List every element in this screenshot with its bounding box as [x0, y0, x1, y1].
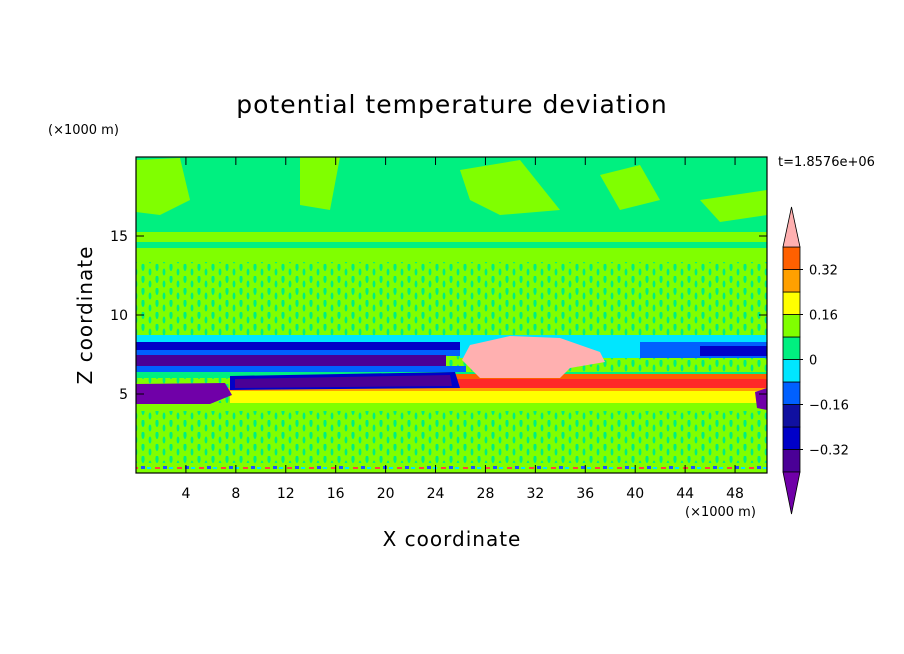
x-tick-label: 16 [327, 486, 345, 502]
colorbar-segment [782, 359, 801, 383]
annotation: t=1.8576e+06 [778, 155, 875, 170]
x-tick-label: 40 [626, 486, 644, 502]
colorbar-segment [782, 426, 801, 450]
x-tick-label: 24 [427, 486, 445, 502]
x-tick-label: 20 [377, 486, 395, 502]
colorbar-under [782, 471, 801, 515]
x-tick-label: 4 [181, 486, 190, 502]
x-tick-label: 12 [277, 486, 295, 502]
contour-field [136, 157, 767, 473]
colorbar-segment [782, 449, 801, 473]
chart-title: potential temperature deviation [236, 90, 667, 119]
colorbar-segment [782, 246, 801, 270]
colorbar-tick-label: 0 [809, 354, 817, 369]
x-tick-label: 36 [576, 486, 594, 502]
y-axis-label: Z coordinate [73, 246, 97, 385]
x-tick-label: 8 [231, 486, 240, 502]
colorbar-segment [782, 336, 801, 360]
colorbar-over [782, 206, 801, 248]
colorbar-segment [782, 269, 801, 293]
x-axis-label: X coordinate [383, 527, 522, 551]
x-tick-label: 32 [526, 486, 544, 502]
x-tick-label: 28 [477, 486, 495, 502]
y-unit: (×1000 m) [48, 123, 119, 138]
x-unit: (×1000 m) [685, 505, 756, 520]
y-tick-label: 15 [110, 229, 128, 245]
colorbar-tick-label: −0.32 [809, 444, 849, 459]
x-tick-label: 44 [676, 486, 694, 502]
colorbar-segment [782, 291, 801, 315]
x-tick-label: 48 [726, 486, 744, 502]
y-tick-label: 10 [110, 308, 128, 324]
colorbar-segment [782, 314, 801, 338]
colorbar-segment [782, 381, 801, 405]
colorbar-tick-label: −0.16 [809, 399, 849, 414]
colorbar-tick-label: 0.16 [809, 309, 838, 324]
colorbar-tick-label: 0.32 [809, 264, 838, 279]
y-tick-label: 5 [119, 387, 128, 403]
colorbar-segment [782, 404, 801, 428]
